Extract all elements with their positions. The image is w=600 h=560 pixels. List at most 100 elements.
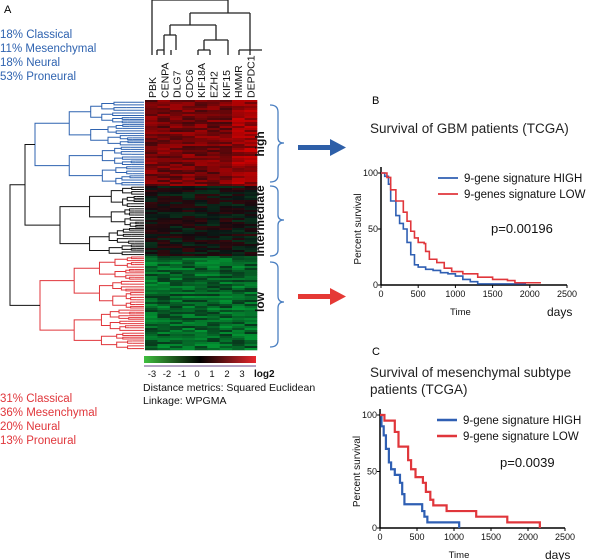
heatmap-cell bbox=[169, 150, 183, 153]
heatmap-cell bbox=[207, 120, 220, 123]
heatmap-cell bbox=[182, 240, 196, 243]
heatmap-cell bbox=[194, 272, 208, 275]
heatmap-cell bbox=[145, 270, 158, 273]
heatmap-cell bbox=[219, 218, 233, 221]
heatmap-cell bbox=[182, 126, 196, 129]
heatmap-cell bbox=[169, 168, 183, 171]
heatmap-cell bbox=[244, 178, 258, 181]
heatmap-cell bbox=[145, 296, 158, 299]
heatmap-cell bbox=[244, 306, 258, 309]
heatmap-cell bbox=[194, 284, 208, 287]
heatmap-cell bbox=[244, 304, 258, 307]
heatmap-cell bbox=[194, 114, 208, 117]
heatmap-cell bbox=[182, 100, 196, 103]
heatmap-cell bbox=[194, 250, 208, 253]
heatmap-cell bbox=[157, 150, 171, 153]
heatmap-cell bbox=[145, 152, 158, 155]
heatmap-cell bbox=[244, 298, 258, 301]
heatmap-cell bbox=[194, 336, 208, 339]
heatmap-cell bbox=[145, 254, 158, 257]
heatmap-cell bbox=[232, 156, 245, 159]
heatmap-cell bbox=[182, 328, 196, 331]
heatmap-cell bbox=[244, 152, 258, 155]
heatmap-cell bbox=[169, 278, 183, 281]
heatmap-cell bbox=[182, 214, 196, 217]
heatmap-cell bbox=[157, 156, 171, 159]
heatmap-cell bbox=[219, 204, 233, 207]
heatmap-cell bbox=[157, 272, 171, 275]
heatmap-cell bbox=[232, 226, 245, 229]
heatmap-cell bbox=[182, 130, 196, 133]
heatmap-cell bbox=[194, 344, 208, 347]
heatmap-cell bbox=[145, 238, 158, 241]
heatmap-cell bbox=[157, 220, 171, 223]
heatmap-cell bbox=[219, 176, 233, 179]
heatmap-cell bbox=[232, 220, 245, 223]
heatmap-cell bbox=[169, 152, 183, 155]
p-value: p=0.00196 bbox=[491, 221, 553, 236]
heatmap-cell bbox=[169, 218, 183, 221]
heatmap-cell bbox=[232, 260, 245, 263]
heatmap-cell bbox=[232, 166, 245, 169]
heatmap-cell bbox=[169, 120, 183, 123]
heatmap-cell bbox=[194, 138, 208, 141]
heatmap-cell bbox=[244, 344, 258, 347]
heatmap-cell bbox=[232, 118, 245, 121]
heatmap-cell bbox=[219, 186, 233, 189]
heatmap-cell bbox=[182, 242, 196, 245]
heatmap-cell bbox=[219, 180, 233, 183]
heatmap-cell bbox=[232, 308, 245, 311]
heatmap-cell bbox=[157, 148, 171, 151]
heatmap-cell bbox=[244, 100, 258, 103]
heatmap-cell bbox=[157, 184, 171, 187]
heatmap-cell bbox=[244, 194, 258, 197]
heatmap-cell bbox=[194, 218, 208, 221]
heatmap-cell bbox=[194, 184, 208, 187]
heatmap-cell bbox=[207, 146, 220, 149]
heatmap-cell bbox=[244, 342, 258, 345]
heatmap-cell bbox=[232, 126, 245, 129]
heatmap-cell bbox=[145, 242, 158, 245]
heatmap-cell bbox=[145, 166, 158, 169]
heatmap-cell bbox=[182, 132, 196, 135]
heatmap-cell bbox=[232, 164, 245, 167]
heatmap-cell bbox=[244, 172, 258, 175]
heatmap-cell bbox=[182, 222, 196, 225]
heatmap-cell bbox=[182, 114, 196, 117]
heatmap-cell bbox=[182, 302, 196, 305]
heatmap-cell bbox=[244, 188, 258, 191]
heatmap-cell bbox=[194, 326, 208, 329]
chart-b-title: Survival of GBM patients (TCGA) bbox=[370, 121, 569, 136]
heatmap-cell bbox=[157, 320, 171, 323]
heatmap-cell bbox=[169, 334, 183, 337]
heatmap-cell bbox=[219, 192, 233, 195]
heatmap-cell bbox=[169, 146, 183, 149]
chart-c-title-line-1: Survival of mesenchymal subtype bbox=[370, 365, 572, 380]
heatmap-cell bbox=[157, 134, 171, 137]
heatmap-cell bbox=[157, 274, 171, 277]
x-tick-label: 0 bbox=[377, 532, 382, 542]
heatmap-cell bbox=[207, 162, 220, 165]
colorbar-tick-label: -1 bbox=[178, 369, 186, 380]
heatmap-cell bbox=[182, 348, 196, 351]
heatmap-cell bbox=[232, 176, 245, 179]
heatmap-cell bbox=[145, 326, 158, 329]
heatmap-cell bbox=[244, 120, 258, 123]
heatmap-cell bbox=[232, 214, 245, 217]
heatmap-cell bbox=[169, 326, 183, 329]
heatmap-cell bbox=[145, 298, 158, 301]
gene-label: KIF18A bbox=[196, 63, 208, 98]
heatmap-cell bbox=[194, 306, 208, 309]
heatmap-cell bbox=[157, 138, 171, 141]
heatmap-cell bbox=[182, 106, 196, 109]
heatmap-cell bbox=[169, 256, 183, 259]
heatmap-cell bbox=[145, 210, 158, 213]
gene-label: CENPA bbox=[159, 63, 171, 98]
heatmap-cell bbox=[232, 134, 245, 137]
heatmap-cell bbox=[244, 170, 258, 173]
heatmap-cell bbox=[182, 108, 196, 111]
heatmap-cell bbox=[145, 170, 158, 173]
heatmap-cell bbox=[182, 290, 196, 293]
heatmap-cell bbox=[169, 274, 183, 277]
heatmap-cell bbox=[145, 322, 158, 325]
